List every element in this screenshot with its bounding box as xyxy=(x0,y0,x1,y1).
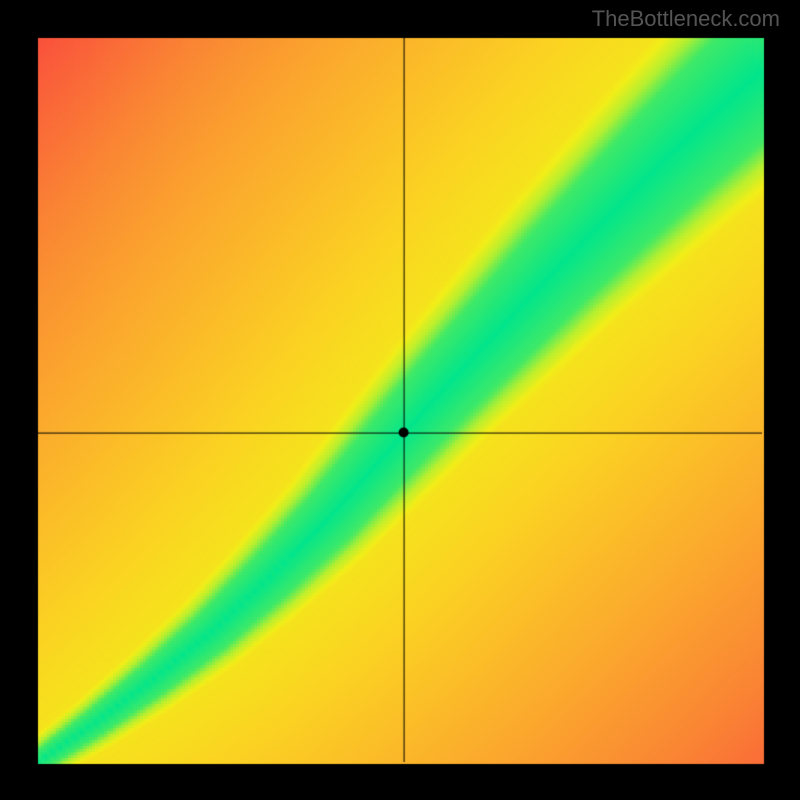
watermark-text: TheBottleneck.com xyxy=(592,6,780,32)
heatmap-canvas xyxy=(0,0,800,800)
chart-container: TheBottleneck.com xyxy=(0,0,800,800)
